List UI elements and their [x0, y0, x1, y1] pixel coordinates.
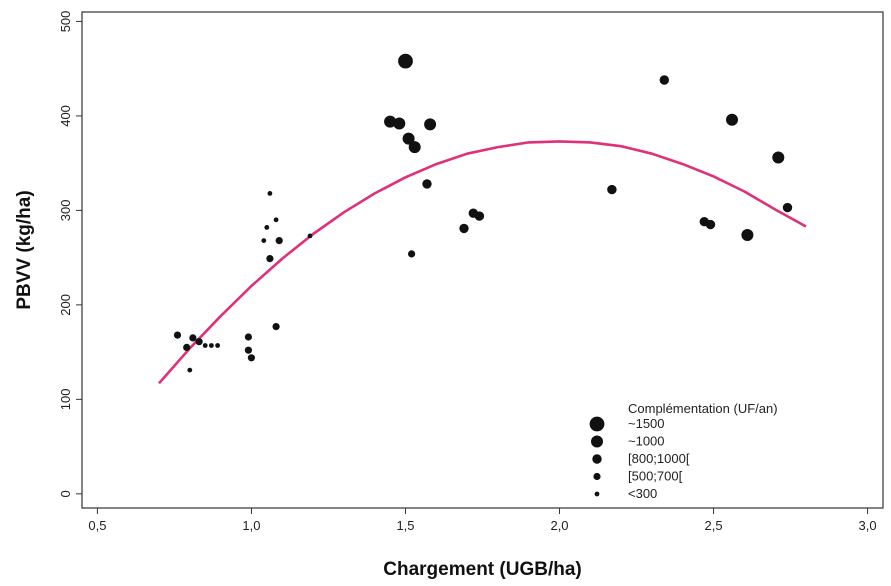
data-point: [393, 117, 406, 130]
data-point: [408, 141, 421, 154]
data-point: [474, 211, 485, 221]
data-point: [726, 113, 738, 126]
legend-marker: [592, 454, 602, 464]
legend-marker: [594, 491, 600, 497]
legend: Complémentation (UF/an) ~1500 ~1000 [800;1…: [589, 401, 778, 501]
data-point: [247, 354, 255, 362]
quadratic-fit-curve: [158, 140, 807, 385]
data-point: [402, 132, 415, 145]
data-point: [424, 118, 437, 131]
data-point: [195, 338, 203, 346]
y-axis-title: PBVV (kg/ha): [14, 190, 35, 309]
y-tick-label: 500: [58, 11, 73, 33]
data-point: [772, 151, 785, 164]
x-tick-label: 0,5: [88, 518, 106, 533]
data-point: [261, 238, 267, 244]
legend-entry-label: <300: [628, 486, 657, 501]
trend-curve-layer: [158, 140, 807, 385]
y-tick-label: 0: [58, 490, 73, 497]
legend-entry-label: [800;1000[: [628, 451, 690, 466]
data-point: [275, 237, 283, 245]
data-point: [659, 75, 669, 85]
data-point: [244, 333, 252, 341]
x-tick-label: 1,5: [396, 518, 414, 533]
x-tick-label: 3,0: [859, 518, 877, 533]
data-point: [384, 115, 397, 128]
data-point: [187, 367, 193, 373]
y-tick-label: 400: [58, 105, 73, 127]
x-axis-title: Chargement (UGB/ha): [383, 559, 581, 580]
data-point: [272, 323, 280, 331]
data-point: [267, 191, 273, 196]
data-points: [173, 53, 793, 373]
data-point: [244, 346, 252, 354]
legend-title: Complémentation (UF/an): [628, 401, 778, 416]
y-tick-label: 200: [58, 294, 73, 316]
data-point: [209, 343, 214, 348]
y-tick-label: 300: [58, 200, 73, 222]
x-axis: 0,5 1,0 1,5 2,0 2,5 3,0: [88, 508, 877, 533]
data-point: [741, 229, 754, 241]
data-point: [202, 343, 208, 348]
data-point: [264, 225, 270, 230]
legend-entries: ~1500 ~1000 [800;1000[ [500;700[ <300: [589, 416, 690, 501]
data-point: [307, 233, 313, 239]
data-point: [273, 217, 279, 223]
y-tick-label: 100: [58, 389, 73, 411]
data-point: [705, 219, 716, 230]
x-tick-label: 1,0: [242, 518, 260, 533]
data-point: [408, 250, 416, 258]
data-point: [607, 184, 617, 195]
plot-frame-border: [81, 11, 884, 509]
data-point: [173, 331, 182, 339]
x-tick-label: 2,0: [550, 518, 568, 533]
legend-marker: [589, 416, 605, 432]
data-point: [266, 255, 274, 263]
data-point: [782, 202, 793, 213]
legend-entry-label: ~1500: [628, 416, 665, 431]
legend-entry-label: ~1000: [628, 434, 665, 449]
x-tick-label: 2,5: [705, 518, 723, 533]
data-point: [189, 334, 197, 342]
data-point: [398, 53, 413, 69]
plot-frame: [81, 11, 884, 509]
data-point: [459, 223, 469, 234]
data-point: [183, 343, 191, 351]
data-point: [422, 179, 432, 189]
legend-marker: [591, 435, 603, 448]
legend-entry-label: [500;700[: [628, 469, 683, 484]
y-axis: 0 100 200 300 400 500: [58, 11, 82, 497]
legend-marker: [593, 472, 601, 481]
data-point: [215, 343, 221, 348]
